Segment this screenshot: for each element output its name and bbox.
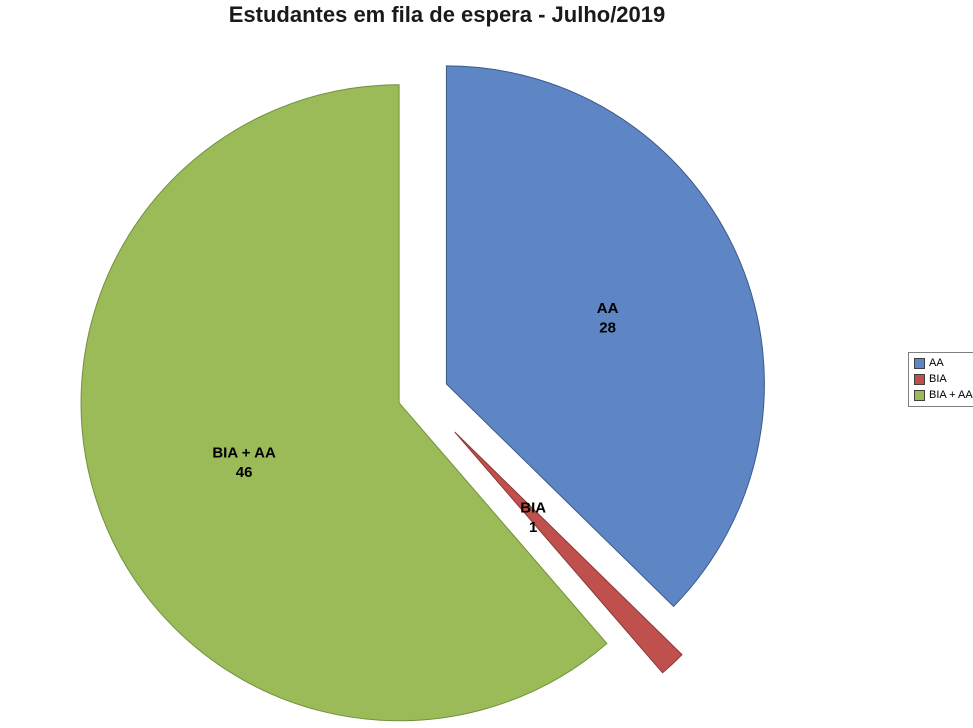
pie-slice-aa — [445, 65, 765, 608]
legend-item-bia: BIA — [914, 374, 973, 385]
pie-slice-bia-aa — [80, 84, 608, 722]
pie-slice-bia — [454, 431, 683, 674]
legend-item-bia-aa: BIA + AA — [914, 390, 973, 401]
pie-slice-label-aa: AA 28 — [597, 300, 619, 337]
chart-legend: AA BIA BIA + AA — [908, 352, 973, 407]
legend-label-bia: BIA — [929, 373, 947, 385]
legend-item-aa: AA — [914, 358, 973, 369]
legend-swatch-aa — [914, 358, 925, 369]
pie-slice-label-bia-aa: BIA + AA 46 — [212, 444, 276, 481]
legend-swatch-bia-aa — [914, 390, 925, 401]
legend-label-aa: AA — [929, 357, 944, 369]
chart-title: Estudantes em fila de espera - Julho/201… — [228, 2, 666, 27]
legend-label-bia-aa: BIA + AA — [929, 389, 973, 401]
pie-slice-label-bia: BIA 1 — [520, 500, 546, 537]
legend-swatch-bia — [914, 374, 925, 385]
